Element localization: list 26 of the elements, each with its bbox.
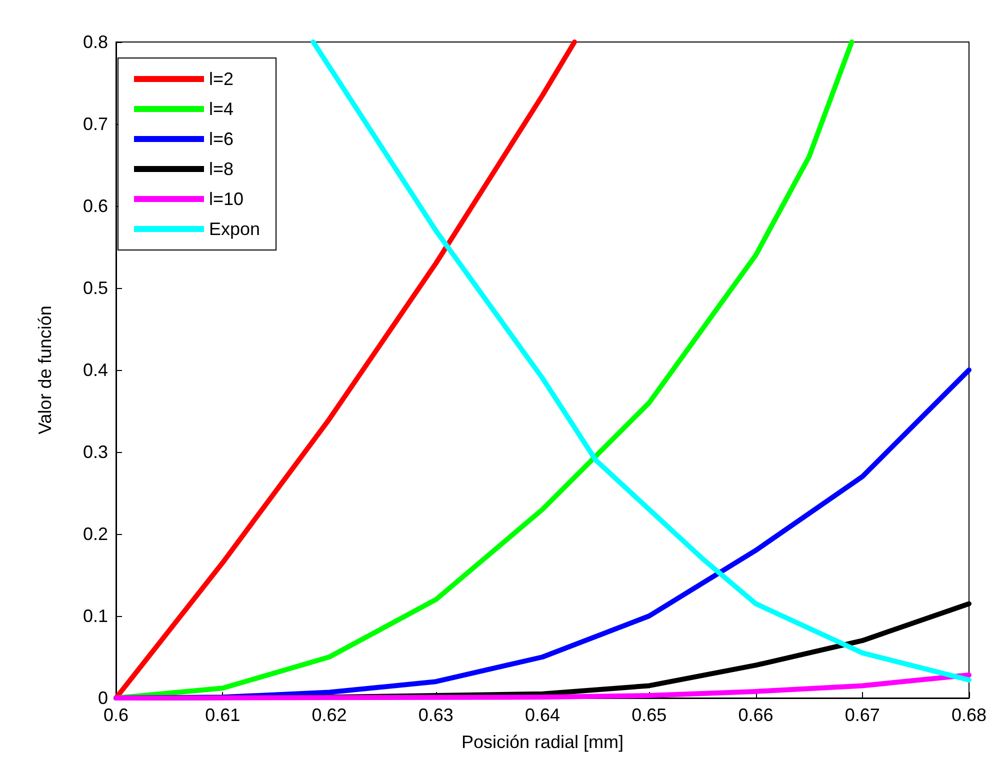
x-tick-label: 0.67 [844,705,880,725]
legend-label: Expon [209,219,260,239]
y-tick-label: 0.4 [82,360,108,380]
x-tick-label: 0.68 [951,705,987,725]
x-tick-label: 0.6 [103,705,129,725]
x-tick-label: 0.61 [205,705,240,725]
y-tick-label: 0.6 [82,196,108,216]
x-tick-label: 0.64 [524,705,560,725]
y-axis-title: Valor de función [35,306,55,434]
legend-label: l=10 [209,189,244,209]
y-tick-label: 0 [98,688,108,708]
y-tick-label: 0.8 [82,32,108,52]
legend-label: l=2 [209,69,234,89]
legend-label: l=8 [209,159,234,179]
y-tick-label: 0.3 [82,442,108,462]
legend-label: l=6 [209,129,234,149]
x-axis-title: Posición radial [mm] [461,732,624,752]
y-tick-label: 0.1 [82,606,108,626]
legend-label: l=4 [209,99,234,119]
y-tick-label: 0.7 [82,114,108,134]
x-tick-label: 0.66 [738,705,774,725]
y-tick-label: 0.2 [82,524,108,544]
x-tick-label: 0.62 [312,705,347,725]
x-tick-label: 0.63 [418,705,454,725]
y-tick-label: 0.5 [82,278,108,298]
x-tick-label: 0.65 [632,705,667,725]
